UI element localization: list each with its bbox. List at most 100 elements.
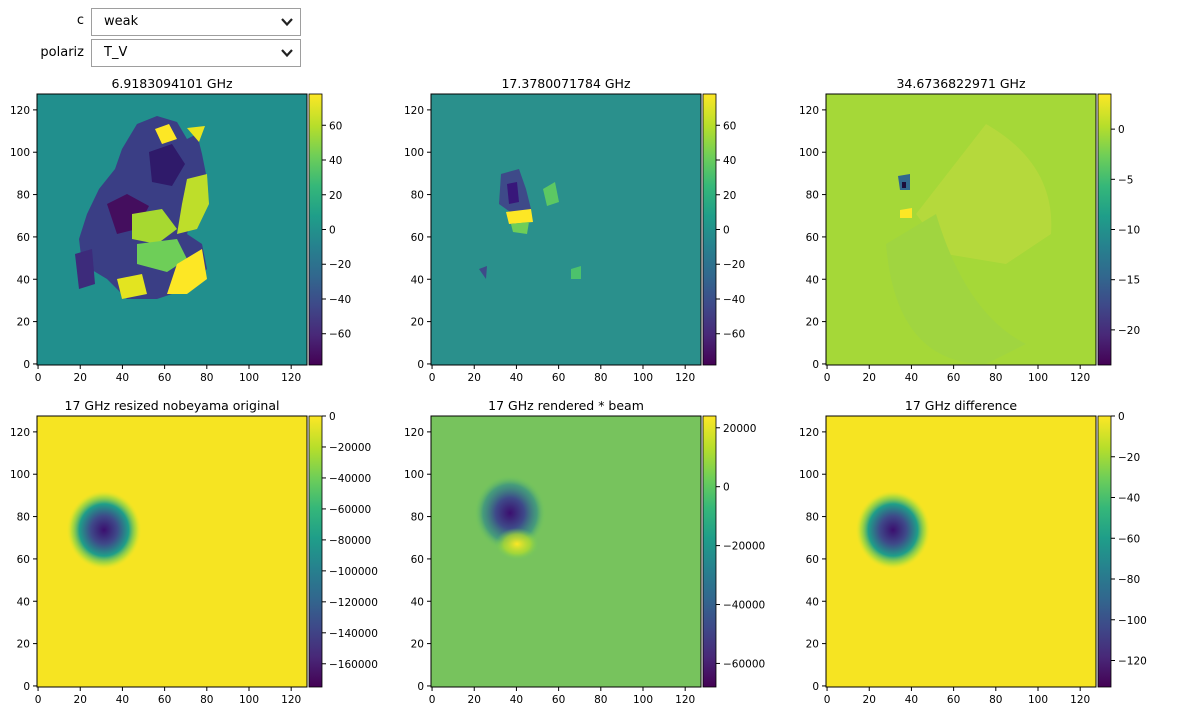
chevron-down-icon xyxy=(281,18,293,27)
x-tick-label: 100 xyxy=(633,694,653,706)
colorbar-gradient xyxy=(1097,415,1112,688)
control-label-c: c xyxy=(76,13,84,28)
x-tick-label: 120 xyxy=(281,694,301,706)
colorbar-tick-label: 20000 xyxy=(723,423,756,435)
y-tick-label: 100 xyxy=(799,147,819,159)
colorbar-tick-label: −120000 xyxy=(329,597,378,609)
x-tick-label: 0 xyxy=(429,694,436,706)
y-tick-label: 0 xyxy=(417,359,424,371)
y-tick-label: 60 xyxy=(806,232,819,244)
colorbar-tick-label: −80 xyxy=(1118,574,1140,586)
x-axis: 0 20 40 60 80 100 120 xyxy=(824,365,1090,384)
x-tick-label: 60 xyxy=(552,372,565,384)
colorbar-tick-label: 0 xyxy=(1118,124,1125,136)
colorbar-tick-label: −20 xyxy=(329,259,351,271)
x-tick-label: 0 xyxy=(824,694,831,706)
panel-title: 17 GHz rendered * beam xyxy=(488,398,644,413)
plot-frame xyxy=(825,93,1097,366)
colorbar-tick-label: 0 xyxy=(329,411,336,423)
x-tick-label: 80 xyxy=(200,694,213,706)
x-tick-label: 120 xyxy=(281,372,301,384)
y-tick-label: 40 xyxy=(17,274,30,286)
y-axis: 0 20 40 60 80 100 120 xyxy=(404,427,431,693)
y-tick-label: 80 xyxy=(17,512,30,524)
colorbar-tick-label: −10 xyxy=(1118,225,1140,237)
colorbar-tick-label: −60 xyxy=(329,329,351,341)
colorbar: 0 −20 −40 −60 −80 −100 −120 xyxy=(1097,411,1147,688)
y-tick-label: 120 xyxy=(10,427,30,439)
y-tick-label: 20 xyxy=(17,317,30,329)
colorbar-tick-label: −40 xyxy=(329,294,351,306)
x-tick-label: 20 xyxy=(468,372,481,384)
y-tick-label: 20 xyxy=(806,639,819,651)
polariz-dropdown-value: T_V xyxy=(104,45,128,60)
y-tick-label: 60 xyxy=(411,232,424,244)
y-tick-label: 40 xyxy=(17,596,30,608)
x-tick-label: 20 xyxy=(863,372,876,384)
colorbar-tick-label: −60 xyxy=(723,329,745,341)
panel-4: 17 GHz resized nobeyama original 0 20 40 60… xyxy=(10,398,378,706)
y-tick-label: 40 xyxy=(411,274,424,286)
plot-frame xyxy=(825,415,1097,688)
y-axis: 0 20 40 60 80 100 120 xyxy=(799,105,826,371)
y-tick-label: 60 xyxy=(411,554,424,566)
y-axis: 0 20 40 60 80 100 120 xyxy=(10,105,37,371)
x-tick-label: 100 xyxy=(633,372,653,384)
y-tick-label: 20 xyxy=(17,639,30,651)
x-tick-label: 120 xyxy=(1070,372,1090,384)
y-tick-label: 0 xyxy=(23,359,30,371)
y-tick-label: 40 xyxy=(806,274,819,286)
c-dropdown[interactable]: weak xyxy=(91,8,301,36)
plot-frame xyxy=(430,415,702,688)
heatmap-blob xyxy=(495,528,539,560)
y-tick-label: 120 xyxy=(799,105,819,117)
colorbar-tick-label: −20000 xyxy=(723,541,765,553)
panel-title: 17.3780071784 GHz xyxy=(501,76,630,91)
chevron-down-icon xyxy=(281,49,293,58)
y-tick-label: 60 xyxy=(17,232,30,244)
x-axis: 0 20 40 60 80 100 120 xyxy=(429,687,695,706)
y-tick-label: 0 xyxy=(812,359,819,371)
colorbar: 60 40 20 0 −20 −40 −60 xyxy=(702,93,745,366)
x-tick-label: 0 xyxy=(824,372,831,384)
y-tick-label: 80 xyxy=(411,512,424,524)
y-tick-label: 100 xyxy=(10,469,30,481)
colorbar-tick-label: −60000 xyxy=(329,504,371,516)
x-tick-label: 40 xyxy=(116,372,129,384)
y-tick-label: 100 xyxy=(10,147,30,159)
x-tick-label: 20 xyxy=(74,694,87,706)
polariz-dropdown[interactable]: T_V xyxy=(91,39,301,67)
colorbar-tick-label: 0 xyxy=(329,225,336,237)
heatmap-structure xyxy=(886,124,1052,364)
x-tick-label: 60 xyxy=(947,694,960,706)
colorbar: 0 −5 −10 −15 −20 xyxy=(1097,93,1140,366)
x-tick-label: 60 xyxy=(158,372,171,384)
y-tick-label: 120 xyxy=(10,105,30,117)
plot-frame xyxy=(36,93,308,366)
y-tick-label: 40 xyxy=(806,596,819,608)
y-tick-label: 100 xyxy=(404,147,424,159)
y-axis: 0 20 40 60 80 100 120 xyxy=(404,105,431,371)
colorbar: 60 40 20 0 −20 −40 −60 xyxy=(308,93,351,366)
colorbar-tick-label: 40 xyxy=(329,155,342,167)
x-tick-label: 100 xyxy=(239,694,259,706)
colorbar-tick-label: −40000 xyxy=(329,473,371,485)
colorbar-gradient xyxy=(702,415,717,688)
colorbar-tick-label: −60000 xyxy=(723,658,765,670)
colorbar-tick-label: −60 xyxy=(1118,533,1140,545)
colorbar-tick-label: −100 xyxy=(1118,615,1147,627)
colorbar-tick-label: 40 xyxy=(723,155,736,167)
colorbar-gradient xyxy=(1097,93,1112,366)
colorbar-tick-label: −140000 xyxy=(329,628,378,640)
y-tick-label: 80 xyxy=(806,190,819,202)
y-tick-label: 40 xyxy=(411,596,424,608)
x-axis: 0 20 40 60 80 100 120 xyxy=(429,365,695,384)
y-tick-label: 60 xyxy=(17,554,30,566)
y-tick-label: 20 xyxy=(411,317,424,329)
y-tick-label: 80 xyxy=(17,190,30,202)
panel-title: 17 GHz resized nobeyama original xyxy=(65,398,280,413)
control-label-polariz: polariz xyxy=(40,45,84,60)
colorbar-tick-label: −100000 xyxy=(329,566,378,578)
y-tick-label: 80 xyxy=(806,512,819,524)
x-tick-label: 40 xyxy=(510,694,523,706)
